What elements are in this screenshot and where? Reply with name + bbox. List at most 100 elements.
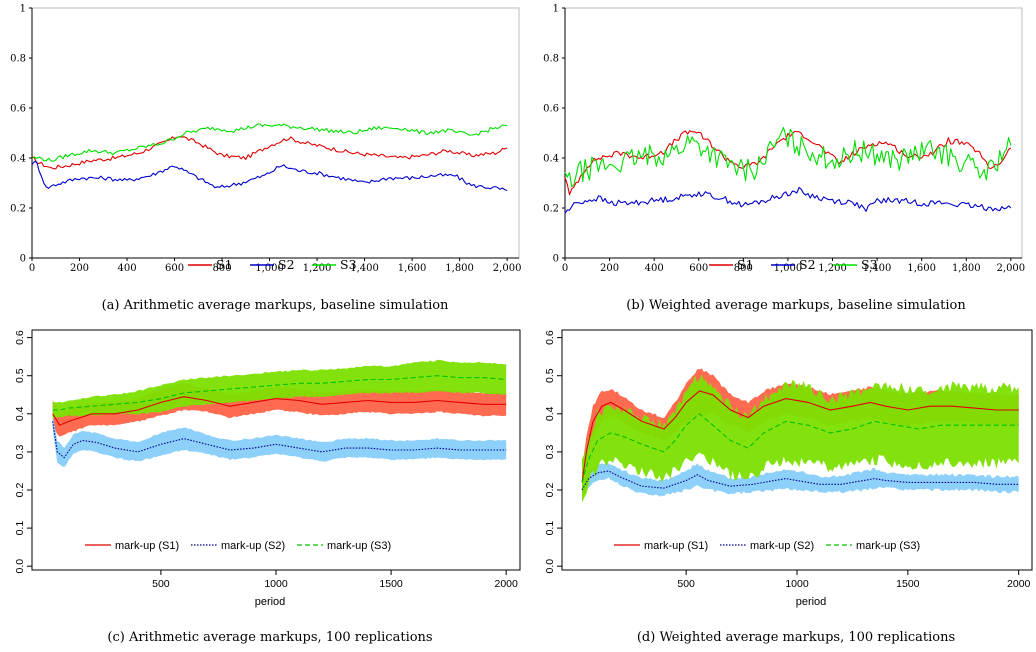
- legend-label-1: mark-up (S1): [644, 540, 708, 552]
- series-band-3: [582, 374, 1019, 503]
- x-tick-label: 1,600: [907, 263, 936, 274]
- x-tick-label: 500: [152, 578, 170, 590]
- y-tick-label: 0.0: [544, 559, 556, 574]
- y-tick-label: 0.4: [14, 406, 26, 421]
- x-tick-label: 1,800: [952, 263, 981, 274]
- x-tick-label: 400: [645, 263, 664, 274]
- legend-label-3: mark-up (S3): [856, 540, 920, 552]
- y-tick-label: 0.2: [10, 204, 26, 215]
- y-tick-label: 0.1: [14, 521, 26, 536]
- legend-label-2: mark-up (S2): [750, 540, 814, 552]
- x-tick-label: 1500: [379, 578, 403, 590]
- x-tick-label: 400: [117, 263, 136, 274]
- legend-label-s2: S2: [278, 257, 295, 272]
- y-tick-label: 0.2: [14, 483, 26, 498]
- x-tick-label: 1,200: [818, 263, 847, 274]
- y-tick-label: 0.4: [10, 154, 26, 165]
- caption: (c) Arithmetic average markups, 100 repl…: [107, 630, 432, 645]
- x-tick-label: 1000: [264, 578, 288, 590]
- x-axis-label: period: [255, 596, 286, 608]
- legend-label-2: mark-up (S2): [221, 540, 285, 552]
- y-tick-label: 0.6: [10, 104, 26, 115]
- plot-frame: [31, 7, 520, 259]
- x-tick-label: 1,600: [398, 263, 427, 274]
- series-line-1: [581, 390, 1019, 483]
- caption: (d) Weighted average markups, 100 replic…: [637, 630, 955, 645]
- y-tick-label: 0.3: [544, 444, 556, 459]
- x-tick-label: 1,000: [774, 263, 803, 274]
- legend-label-s1: S1: [737, 257, 754, 272]
- legend-label-s1: S1: [216, 257, 233, 272]
- x-tick-label: 200: [600, 263, 619, 274]
- series-line-2: [581, 470, 1019, 491]
- series-line-2: [52, 421, 507, 459]
- x-tick-label: 1,400: [863, 263, 892, 274]
- legend-label-s2: S2: [799, 257, 816, 272]
- x-tick-label: 0: [562, 263, 568, 274]
- y-tick-label: 0.4: [543, 154, 559, 165]
- x-tick-label: 0: [29, 263, 35, 274]
- y-tick-label: 0.4: [544, 406, 556, 421]
- legend: mark-up (S1) mark-up (S2) mark-up (S3): [614, 540, 920, 552]
- y-tick-label: 0.8: [10, 54, 26, 65]
- y-tick-label: 0.6: [544, 330, 556, 345]
- x-tick-label: 200: [70, 263, 89, 274]
- series-line-s3: [31, 123, 508, 162]
- y-tick-label: 0.2: [543, 204, 559, 215]
- y-tick-label: 1: [553, 4, 559, 15]
- x-axis-label: period: [796, 596, 827, 608]
- series-line-3: [581, 413, 1019, 483]
- x-tick-label: 2,000: [493, 263, 522, 274]
- x-tick-label: 800: [734, 263, 753, 274]
- y-tick-label: 0.2: [544, 483, 556, 498]
- series-line-s3: [564, 126, 1012, 188]
- caption: (a) Arithmetic average markups, baseline…: [102, 298, 449, 313]
- legend-label-s3: S3: [340, 257, 357, 272]
- y-tick-label: 0: [553, 254, 559, 265]
- legend-label-1: mark-up (S1): [115, 540, 179, 552]
- y-tick-label: 0.6: [14, 330, 26, 345]
- series-line-s2: [31, 161, 508, 192]
- y-tick-label: 0.1: [544, 521, 556, 536]
- x-tick-label: 600: [165, 263, 184, 274]
- y-tick-label: 0.3: [14, 444, 26, 459]
- x-tick-label: 1000: [785, 578, 809, 590]
- y-tick-label: 0.6: [543, 104, 559, 115]
- chart-a: 0 0.2 0.4 0.6 0.8 1 0 200 400 600 800 1,000 1,200 1,4…: [10, 4, 521, 314]
- x-tick-label: 500: [677, 578, 695, 590]
- x-tick-label: 1,800: [445, 263, 474, 274]
- legend-label-s3: S3: [861, 257, 878, 272]
- legend-label-3: mark-up (S3): [327, 540, 391, 552]
- y-tick-label: 0.5: [544, 368, 556, 383]
- caption: (b) Weighted average markups, baseline s…: [626, 298, 966, 313]
- series-line-3: [52, 375, 507, 411]
- series-line-s1: [564, 130, 1012, 196]
- chart-d: 0.0 0.1 0.2 0.3 0.4 0.5 0.6 500 1000 1500 2000 peri…: [544, 329, 1033, 645]
- y-tick-label: 0.0: [14, 559, 26, 574]
- x-tick-label: 800: [213, 263, 232, 274]
- x-tick-label: 600: [689, 263, 708, 274]
- chart-c: 0.0 0.1 0.2 0.3 0.4 0.5 0.6 500 1000 1500 2000 peri…: [14, 329, 521, 645]
- series-band-3: [52, 359, 507, 419]
- x-tick-label: 1,400: [350, 263, 379, 274]
- legend: S1 S2 S3: [188, 257, 357, 272]
- x-tick-label: 1,000: [255, 263, 284, 274]
- legend: mark-up (S1) mark-up (S2) mark-up (S3): [85, 540, 391, 552]
- legend: S1 S2 S3: [709, 257, 878, 272]
- x-tick-label: 1500: [896, 578, 920, 590]
- series-line-1: [52, 396, 507, 426]
- x-tick-label: 2000: [495, 578, 519, 590]
- x-tick-label: 2,000: [997, 263, 1026, 274]
- series-line-s2: [564, 186, 1012, 214]
- y-tick-label: 0: [20, 254, 26, 265]
- series-band-2: [52, 414, 507, 467]
- series-line-s1: [31, 136, 508, 170]
- x-tick-label: 2000: [1007, 578, 1031, 590]
- y-tick-label: 1: [20, 4, 26, 15]
- y-tick-label: 0.5: [14, 368, 26, 383]
- x-tick-label: 1,200: [303, 263, 332, 274]
- y-tick-label: 0.8: [543, 54, 559, 65]
- chart-b: 0 0.2 0.4 0.6 0.8 1 0 200 400 600 800 1,000 1,200 1,4…: [543, 4, 1025, 314]
- series-band-2: [582, 462, 1019, 498]
